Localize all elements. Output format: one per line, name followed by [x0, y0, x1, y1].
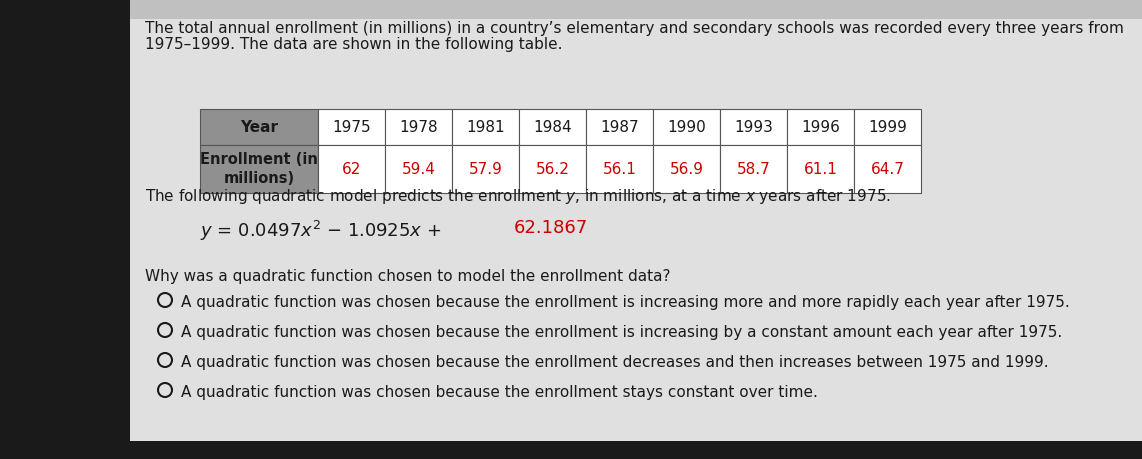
- Text: The total annual enrollment (in millions) in a country’s elementary and secondar: The total annual enrollment (in millions…: [145, 21, 1124, 36]
- Text: 1975–1999. The data are shown in the following table.: 1975–1999. The data are shown in the fol…: [145, 37, 563, 52]
- Text: 58.7: 58.7: [737, 162, 771, 177]
- Bar: [452, 109, 518, 145]
- Text: 62.1867: 62.1867: [514, 219, 588, 237]
- Text: 64.7: 64.7: [870, 162, 904, 177]
- Text: 59.4: 59.4: [402, 162, 435, 177]
- Text: 1981: 1981: [466, 119, 505, 134]
- Bar: [452, 145, 518, 193]
- Text: 1990: 1990: [667, 119, 706, 134]
- Bar: [586, 109, 653, 145]
- Bar: [317, 145, 385, 193]
- Bar: [518, 109, 586, 145]
- Bar: [787, 109, 854, 145]
- Text: 1978: 1978: [400, 119, 437, 134]
- Text: 1987: 1987: [601, 119, 638, 134]
- Text: 1996: 1996: [801, 119, 839, 134]
- Text: 57.9: 57.9: [468, 162, 502, 177]
- Text: Enrollment (in
millions): Enrollment (in millions): [200, 152, 317, 186]
- Bar: [130, 19, 1142, 459]
- Bar: [317, 109, 385, 145]
- Bar: [653, 109, 719, 145]
- Text: 56.1: 56.1: [603, 162, 636, 177]
- Bar: [854, 109, 920, 145]
- Text: 1984: 1984: [533, 119, 572, 134]
- Text: $y$ = 0.0497$x^{2}$ $-$ 1.0925$x$ +: $y$ = 0.0497$x^{2}$ $-$ 1.0925$x$ +: [200, 219, 443, 243]
- Bar: [653, 145, 719, 193]
- Bar: [385, 109, 452, 145]
- Bar: [518, 145, 586, 193]
- Text: Why was a quadratic function chosen to model the enrollment data?: Why was a quadratic function chosen to m…: [145, 269, 670, 284]
- Bar: [719, 109, 787, 145]
- Text: 56.9: 56.9: [669, 162, 703, 177]
- Text: A quadratic function was chosen because the enrollment stays constant over time.: A quadratic function was chosen because …: [180, 385, 818, 400]
- Bar: [0, 441, 1142, 459]
- Bar: [200, 109, 317, 145]
- Text: 1999: 1999: [868, 119, 907, 134]
- Bar: [586, 145, 653, 193]
- Text: 62: 62: [341, 162, 361, 177]
- Bar: [854, 145, 920, 193]
- Text: Year: Year: [240, 119, 278, 134]
- Bar: [0, 0, 130, 459]
- Text: A quadratic function was chosen because the enrollment is increasing more and mo: A quadratic function was chosen because …: [180, 295, 1070, 310]
- Text: A quadratic function was chosen because the enrollment decreases and then increa: A quadratic function was chosen because …: [180, 355, 1048, 370]
- Bar: [719, 145, 787, 193]
- Text: 56.2: 56.2: [536, 162, 570, 177]
- Bar: [787, 145, 854, 193]
- Text: 1975: 1975: [332, 119, 371, 134]
- Bar: [200, 145, 317, 193]
- Text: The following quadratic model predicts the enrollment $y$, in millions, at a tim: The following quadratic model predicts t…: [145, 187, 891, 206]
- Text: A quadratic function was chosen because the enrollment is increasing by a consta: A quadratic function was chosen because …: [180, 325, 1062, 340]
- Bar: [385, 145, 452, 193]
- Text: 1993: 1993: [734, 119, 773, 134]
- Text: 61.1: 61.1: [804, 162, 837, 177]
